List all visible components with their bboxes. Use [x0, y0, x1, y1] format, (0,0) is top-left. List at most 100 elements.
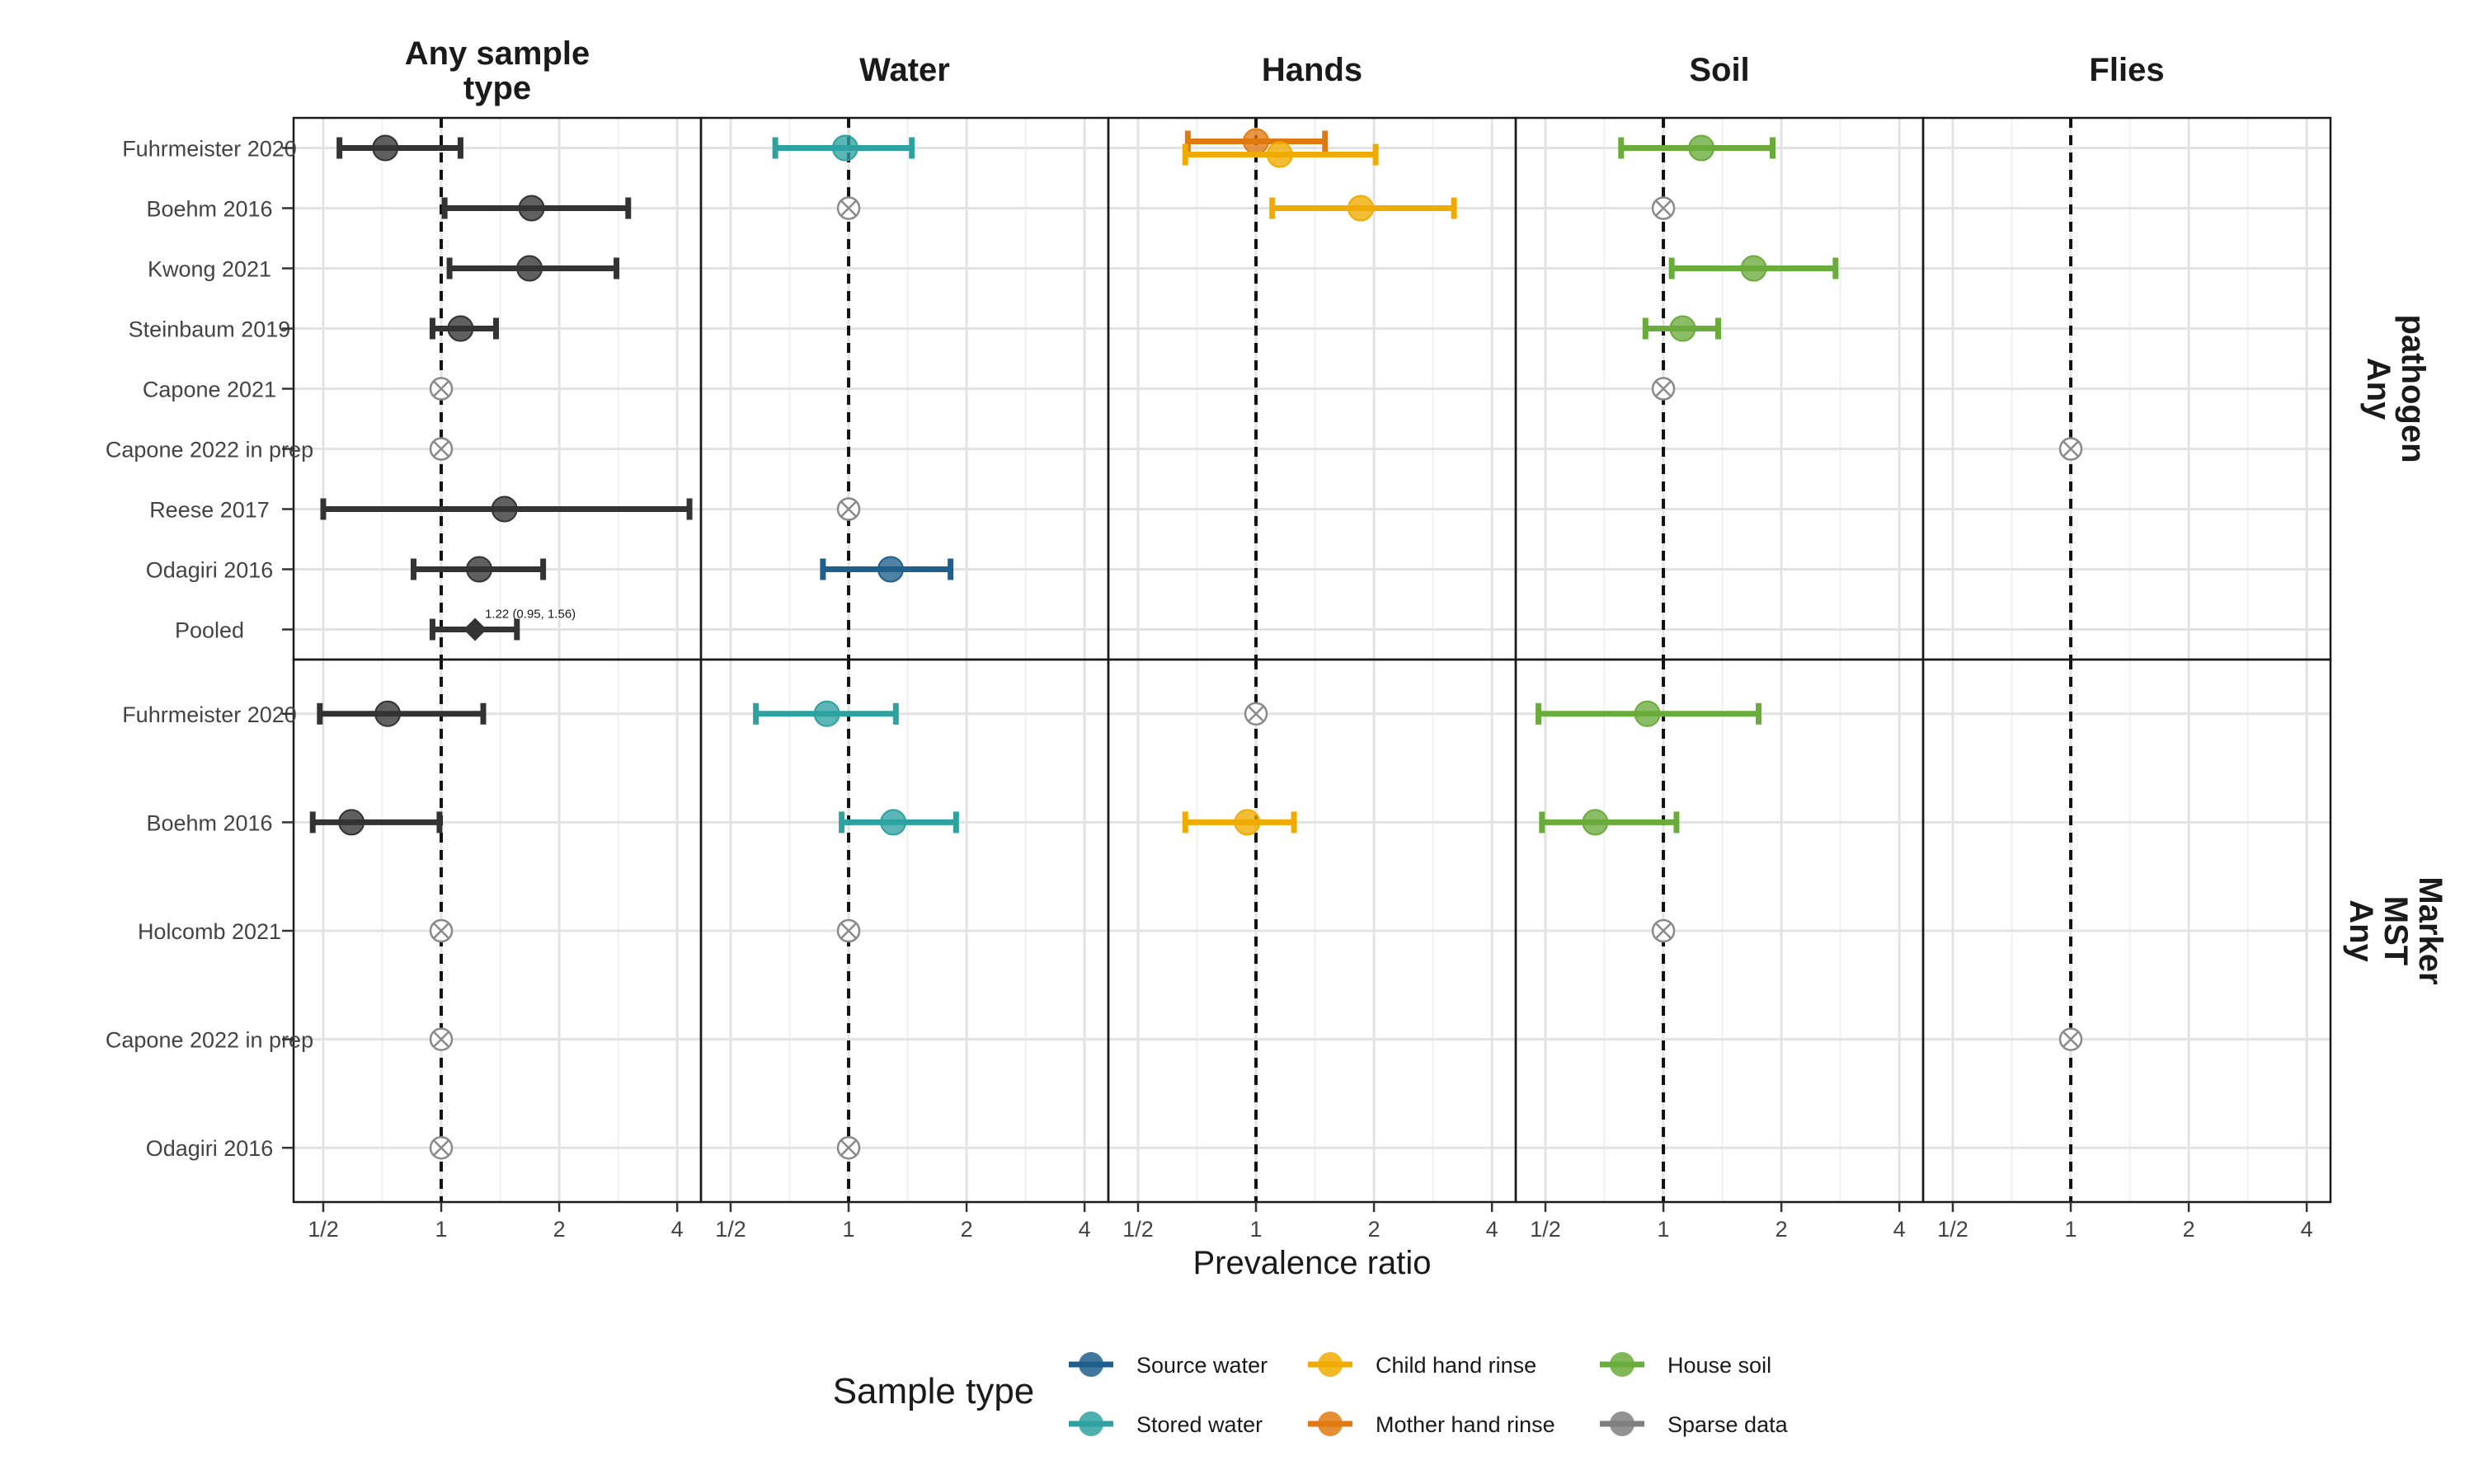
estimate-house-soil: [1642, 315, 1722, 342]
legend-label: House soil: [1667, 1353, 1771, 1378]
x-tick-label: 1: [435, 1217, 448, 1242]
text-layer: 1.22 (0.95, 1.56) Any sample type Water Hand…: [106, 35, 2448, 1281]
row-facet-label: AnyMSTMarker: [2343, 876, 2448, 984]
legend-entry: House soil: [1600, 1352, 1771, 1378]
column-facet-title-line: Hands: [1262, 52, 1362, 88]
sparse-data-cross: [433, 1139, 449, 1157]
point-estimate: [338, 809, 365, 836]
sparse-data-cross: [433, 1031, 449, 1048]
sparse-data-cross: [840, 200, 857, 217]
sparse-data-cross: [2062, 440, 2079, 458]
point-estimate: [1740, 255, 1767, 282]
row-facet-label-line: MST: [2378, 896, 2414, 965]
sparse-data-marker: [429, 1135, 454, 1160]
estimate-child-hand-rinse: [1182, 809, 1297, 836]
legend-label: Source water: [1136, 1353, 1268, 1378]
legend: Sample type Source water Stored water Child…: [833, 1352, 1789, 1437]
study-label: Holcomb 2021: [138, 919, 281, 944]
study-label: Capone 2022 in prep: [106, 1028, 313, 1053]
estimate-overall: [429, 315, 500, 342]
estimate-stored-water: [753, 700, 899, 727]
study-label: Pooled: [175, 618, 244, 643]
point-estimate: [1348, 195, 1375, 222]
legend-title: Sample type: [833, 1371, 1035, 1411]
x-tick-label: 1: [1250, 1217, 1263, 1242]
x-tick-label: 1/2: [715, 1217, 746, 1242]
point-estimate: [466, 556, 493, 583]
x-tick-label: 1/2: [308, 1217, 339, 1242]
estimate-overall: [336, 134, 463, 162]
x-tick-label: 1: [843, 1217, 855, 1242]
point-estimate: [1266, 141, 1293, 168]
column-facet-title-line: Flies: [2089, 52, 2164, 88]
point-estimate: [877, 556, 904, 583]
data-marks: [309, 128, 2083, 1160]
estimate-child-hand-rinse: [1182, 141, 1379, 168]
row-facet-label-line: pathogen: [2395, 315, 2431, 463]
estimate-pooled: [429, 618, 520, 641]
estimate-overall: [309, 809, 443, 836]
estimate-overall: [317, 700, 487, 727]
sparse-data-cross: [840, 1139, 857, 1157]
study-label: Fuhrmeister 2020: [122, 702, 297, 727]
sparse-data-cross: [433, 380, 449, 397]
legend-entry: Sparse data: [1600, 1411, 1789, 1437]
row-facet-label: Anypathogen: [2360, 315, 2431, 463]
study-label: Boehm 2016: [146, 810, 272, 835]
point-estimate: [1688, 134, 1715, 162]
x-tick-label: 4: [1079, 1217, 1091, 1242]
sparse-data-marker: [836, 918, 861, 943]
x-tick-label: 2: [553, 1217, 566, 1242]
x-tick-label: 2: [2183, 1217, 2195, 1242]
study-label: Capone 2021: [143, 378, 276, 402]
x-tick-label: 4: [1893, 1217, 1906, 1242]
sparse-data-marker: [2058, 437, 2083, 461]
row-facet-label-text: AnyMSTMarker: [2343, 876, 2448, 984]
legend-label: Sparse data: [1667, 1412, 1789, 1437]
point-estimate: [447, 315, 474, 342]
x-tick-label: 4: [1486, 1217, 1498, 1242]
sparse-data-marker: [1651, 918, 1676, 943]
row-facet-label-line: Any: [2360, 358, 2396, 420]
x-tick-label: 4: [2301, 1217, 2313, 1242]
estimate-mother-hand-rinse: [1184, 128, 1329, 155]
point-estimate: [372, 134, 399, 162]
pooled-diamond: [463, 618, 487, 641]
point-estimate: [1669, 315, 1696, 342]
x-tick-label: 2: [961, 1217, 973, 1242]
sparse-data-cross: [1655, 200, 1672, 217]
sparse-data-cross: [1655, 380, 1672, 397]
estimate-stored-water: [772, 134, 915, 162]
column-facet-title-line: type: [463, 70, 531, 106]
sparse-data-cross: [1248, 705, 1264, 722]
legend-key-dot: [1610, 1352, 1634, 1377]
sparse-data-marker: [1244, 702, 1268, 726]
point-estimate: [1634, 700, 1661, 727]
sparse-data-marker: [429, 377, 454, 401]
row-facet-label-line: Any: [2343, 899, 2379, 962]
study-label: Kwong 2021: [148, 257, 271, 282]
legend-key-dot: [1318, 1352, 1343, 1377]
point-estimate: [1234, 809, 1261, 836]
x-axis-title: Prevalence ratio: [1192, 1245, 1431, 1281]
point-estimate: [831, 134, 858, 162]
sparse-data-cross: [840, 923, 857, 939]
estimate-stored-water: [839, 809, 959, 836]
column-facet-title-line: Soil: [1689, 52, 1749, 88]
legend-key-dot: [1079, 1352, 1103, 1377]
legend-label: Stored water: [1136, 1412, 1263, 1437]
estimate-house-soil: [1536, 700, 1762, 727]
column-facet-title: Any sample type: [405, 35, 590, 106]
column-facet-title: Soil: [1689, 52, 1749, 88]
study-label: Odagiri 2016: [146, 558, 274, 583]
sparse-data-marker: [836, 1135, 861, 1160]
legend-key-dot: [1079, 1411, 1103, 1436]
x-tick-label: 1: [1658, 1217, 1670, 1242]
point-estimate: [1582, 809, 1609, 836]
point-estimate: [516, 255, 543, 282]
sparse-data-marker: [429, 1027, 454, 1051]
panel-border: [1921, 658, 2332, 1204]
point-estimate: [518, 195, 545, 222]
study-label: Odagiri 2016: [146, 1136, 274, 1161]
legend-key-dot: [1610, 1411, 1634, 1436]
